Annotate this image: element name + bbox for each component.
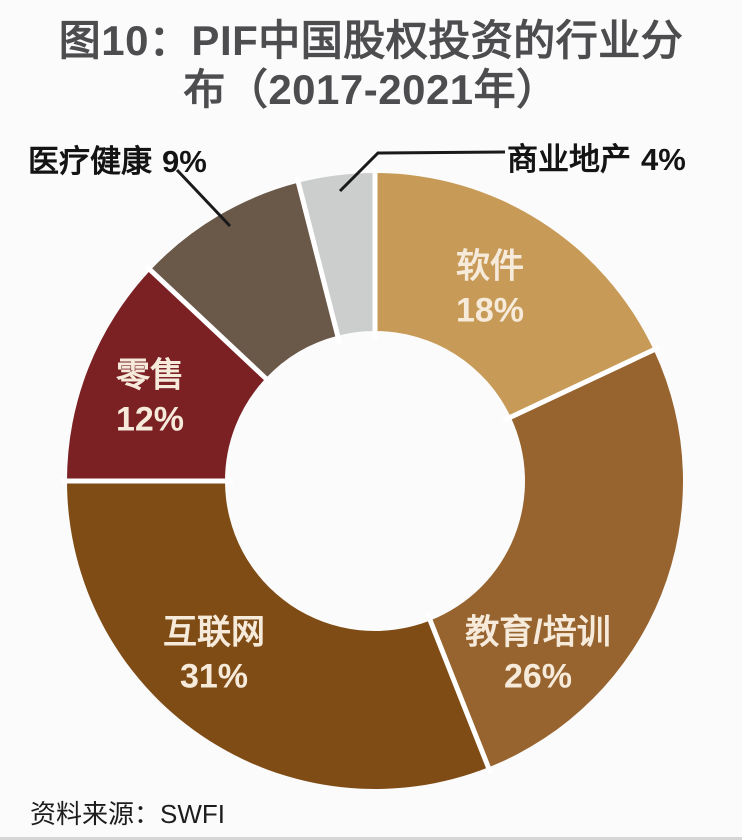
donut-wedge-0 xyxy=(375,173,654,418)
segment-divider-1 xyxy=(502,345,661,423)
donut-wedge-3 xyxy=(67,270,266,481)
segment-divider-4 xyxy=(144,264,274,386)
callout-label-commercial-real-estate: 商业地产 4% xyxy=(507,134,686,179)
callout-label-cre-name: 商业地产 xyxy=(507,142,631,177)
segment-divider-2 xyxy=(424,612,493,774)
callout-lines xyxy=(175,150,506,228)
donut-wedges xyxy=(67,173,684,789)
donut-wedge-4 xyxy=(150,182,338,379)
callout-label-healthcare: 医疗健康 9% xyxy=(28,136,207,181)
callout-label-healthcare-pct: 9% xyxy=(162,144,207,179)
donut-wedge-5 xyxy=(298,173,375,336)
segment-dividers xyxy=(61,167,661,774)
window-bottom-edge xyxy=(0,837,742,840)
chart-title-line1: 图10：PIF中国股权投资的行业分 xyxy=(58,17,684,64)
donut-wedge-1 xyxy=(430,349,684,768)
chart-title: 图10：PIF中国股权投资的行业分 布（2017-2021年） xyxy=(0,16,742,114)
callout-label-cre-pct: 4% xyxy=(641,142,686,177)
segment-divider-5 xyxy=(294,176,343,345)
callout-label-healthcare-name: 医疗健康 xyxy=(28,144,152,179)
chart-title-line2: 布（2017-2021年） xyxy=(183,66,559,114)
source-note: 资料来源：SWFI xyxy=(30,799,225,829)
callout-line-healthcare xyxy=(175,168,232,228)
callout-line-commercial-real-estate xyxy=(338,150,506,193)
donut-wedge-2 xyxy=(67,481,489,789)
